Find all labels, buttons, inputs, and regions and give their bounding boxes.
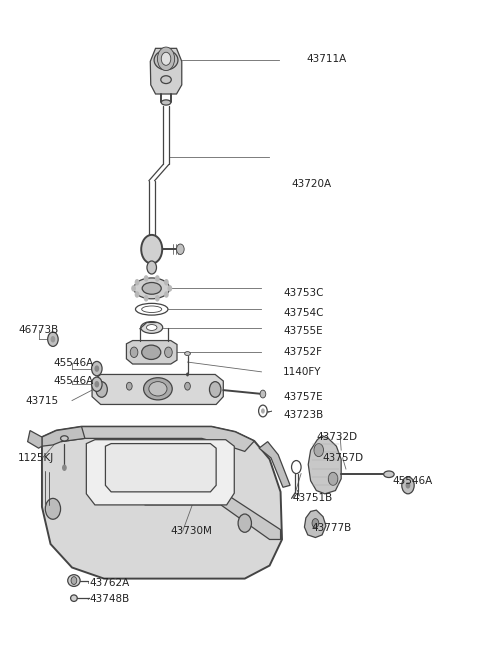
Circle shape (238, 514, 252, 533)
Circle shape (144, 275, 148, 282)
Text: 43751B: 43751B (292, 493, 333, 504)
Polygon shape (126, 341, 177, 364)
Text: 43757E: 43757E (283, 392, 323, 402)
Circle shape (45, 498, 60, 519)
Text: 43752F: 43752F (283, 347, 322, 357)
Circle shape (164, 291, 169, 298)
Ellipse shape (135, 303, 168, 315)
Circle shape (96, 382, 108, 398)
Circle shape (71, 576, 77, 584)
Ellipse shape (185, 352, 191, 356)
Circle shape (48, 332, 58, 346)
Text: 43753C: 43753C (283, 288, 324, 298)
Circle shape (261, 408, 265, 413)
Polygon shape (106, 443, 216, 492)
Text: 43711A: 43711A (307, 54, 347, 64)
Polygon shape (150, 48, 182, 94)
Circle shape (92, 362, 102, 376)
Text: 43762A: 43762A (90, 578, 130, 588)
Circle shape (155, 275, 160, 282)
Text: 45546A: 45546A (54, 358, 94, 368)
Circle shape (168, 285, 172, 291)
Polygon shape (144, 492, 281, 540)
Ellipse shape (60, 436, 68, 441)
Text: 46773B: 46773B (18, 325, 59, 335)
Polygon shape (42, 426, 282, 578)
Circle shape (62, 464, 67, 471)
Text: 43730M: 43730M (171, 526, 213, 536)
Circle shape (130, 347, 138, 358)
Ellipse shape (161, 76, 171, 84)
Circle shape (186, 373, 189, 377)
Ellipse shape (144, 378, 172, 400)
Circle shape (157, 47, 175, 71)
Text: 45546A: 45546A (54, 376, 94, 386)
Circle shape (209, 382, 221, 398)
Text: 43754C: 43754C (283, 308, 324, 318)
Text: 43732D: 43732D (316, 432, 358, 442)
Circle shape (165, 347, 172, 358)
Circle shape (144, 295, 148, 301)
Ellipse shape (161, 100, 171, 105)
Text: 43715: 43715 (25, 396, 59, 405)
Circle shape (92, 377, 102, 392)
Ellipse shape (142, 306, 162, 312)
Ellipse shape (146, 325, 157, 330)
Ellipse shape (384, 471, 394, 477)
Text: 43777B: 43777B (312, 523, 352, 533)
Circle shape (155, 295, 160, 301)
Circle shape (135, 279, 139, 286)
Text: 43757D: 43757D (322, 453, 363, 463)
Polygon shape (28, 430, 42, 448)
Circle shape (185, 383, 191, 390)
Polygon shape (86, 440, 234, 505)
Circle shape (135, 291, 139, 298)
Circle shape (406, 482, 410, 489)
Text: 43720A: 43720A (291, 179, 332, 189)
Polygon shape (92, 375, 223, 404)
Circle shape (95, 381, 99, 388)
Ellipse shape (71, 595, 77, 601)
Circle shape (95, 365, 99, 372)
Ellipse shape (142, 345, 161, 360)
Polygon shape (259, 441, 290, 487)
Text: 43723B: 43723B (283, 410, 323, 420)
Circle shape (177, 244, 184, 254)
Circle shape (314, 443, 324, 457)
Circle shape (402, 477, 414, 494)
Ellipse shape (68, 574, 80, 586)
Circle shape (161, 52, 171, 66)
Polygon shape (308, 436, 341, 494)
Text: 45546A: 45546A (393, 476, 433, 486)
Polygon shape (42, 426, 85, 446)
Circle shape (291, 460, 301, 474)
Ellipse shape (134, 278, 169, 299)
Text: 43755E: 43755E (283, 326, 323, 337)
Circle shape (328, 472, 338, 485)
Circle shape (164, 279, 169, 286)
Circle shape (259, 405, 267, 417)
Ellipse shape (149, 382, 167, 396)
Circle shape (126, 383, 132, 390)
Text: 1125KJ: 1125KJ (18, 453, 54, 463)
Circle shape (131, 285, 136, 291)
Polygon shape (304, 510, 326, 538)
Circle shape (147, 261, 156, 274)
Ellipse shape (141, 322, 163, 333)
Text: 1140FY: 1140FY (283, 367, 322, 377)
Circle shape (260, 390, 266, 398)
Text: 43748B: 43748B (90, 595, 130, 605)
Circle shape (312, 519, 319, 528)
Circle shape (50, 336, 55, 343)
Ellipse shape (154, 50, 178, 70)
Circle shape (141, 235, 162, 263)
Polygon shape (61, 426, 254, 451)
Ellipse shape (142, 282, 161, 294)
